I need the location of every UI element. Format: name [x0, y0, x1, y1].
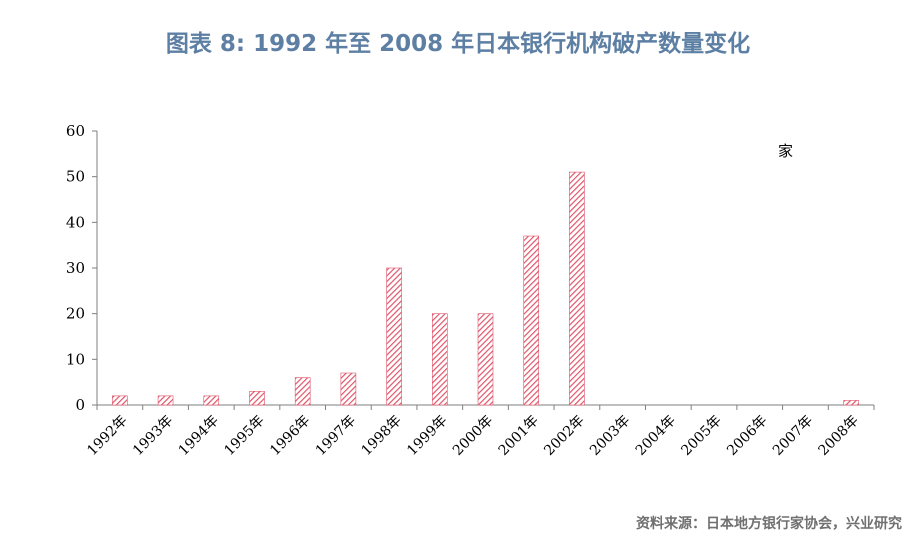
x-tick-label: 1997年: [313, 413, 359, 459]
x-tick-label: 2007年: [770, 413, 816, 459]
y-tick-label: 10: [66, 350, 85, 368]
y-tick-label: 50: [66, 168, 85, 186]
x-tick-label: 2006年: [724, 413, 770, 459]
unit-label: 家: [778, 142, 793, 160]
bar: [112, 395, 128, 406]
chart-title: 图表 8: 1992 年至 2008 年日本银行机构破产数量变化: [165, 31, 751, 57]
x-tick-label: 1996年: [267, 413, 313, 459]
x-tick-label: 2002年: [541, 413, 587, 459]
bar: [431, 313, 448, 406]
y-tick-label: 60: [66, 122, 85, 140]
bar: [157, 395, 174, 406]
x-tick-label: 2003年: [587, 413, 633, 459]
x-tick-label: 1998年: [359, 413, 405, 459]
y-tick-label: 40: [66, 213, 85, 231]
bar: [843, 400, 859, 406]
bar: [249, 390, 265, 406]
bar: [340, 372, 357, 406]
x-tick-label: 1999年: [404, 413, 450, 459]
x-tick-label: 2001年: [496, 413, 542, 459]
bar: [569, 171, 585, 406]
y-tick-label: 30: [66, 259, 85, 277]
bar: [477, 313, 494, 406]
bars: [112, 171, 859, 406]
y-tick-label: 0: [75, 396, 85, 414]
x-tick-label: 1995年: [221, 413, 267, 459]
y-tick-label: 20: [66, 305, 85, 323]
x-tick-label: 2008年: [816, 413, 862, 459]
bar: [294, 377, 311, 406]
bar: [203, 395, 220, 406]
source-note: 资料来源：日本地方银行家协会，兴业研究: [636, 516, 902, 532]
x-tick-label: 2005年: [678, 413, 724, 459]
x-tick-label: 2004年: [633, 413, 679, 459]
x-tick-label: 1993年: [130, 413, 176, 459]
x-tick-label: 2000年: [450, 413, 496, 459]
x-tick-label: 1994年: [176, 413, 222, 459]
x-tick-label: 1992年: [84, 413, 130, 459]
bar: [523, 235, 540, 406]
bar: [386, 267, 402, 406]
